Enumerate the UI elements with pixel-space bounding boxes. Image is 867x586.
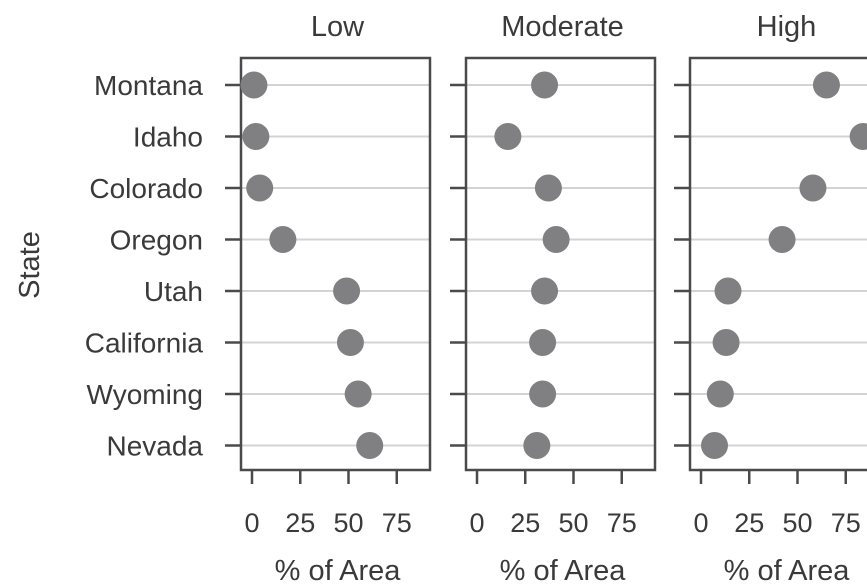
x-tick-label: 75 (607, 508, 637, 538)
state-label-wyoming: Wyoming (87, 379, 203, 410)
panel-moderate: Moderate 0 25 50 75 % of Area (450, 11, 657, 586)
x-tick-label: 25 (510, 508, 540, 538)
y-axis-title: State (14, 231, 46, 299)
state-label-montana: Montana (94, 70, 203, 101)
data-point-colorado (534, 174, 562, 202)
data-point-wyoming (529, 380, 557, 408)
data-point-colorado (799, 174, 827, 202)
state-label-colorado: Colorado (89, 173, 203, 204)
panel-frame (239, 56, 432, 472)
x-tick-label: 25 (734, 508, 764, 538)
state-label-idaho: Idaho (133, 122, 203, 153)
data-point-idaho (849, 123, 867, 150)
panel-frame (688, 56, 867, 472)
panel-title-high: High (757, 11, 817, 43)
data-point-oregon (269, 226, 297, 253)
x-tick-label: 50 (558, 508, 588, 538)
x-axis-title: % of Area (724, 555, 851, 586)
data-point-montana (240, 71, 268, 99)
panel-low: Low 0 25 50 75 % of Area (225, 11, 432, 586)
data-point-nevada (356, 432, 384, 459)
state-axis-labels: State Montana Idaho Colorado Oregon Utah Cali… (14, 70, 203, 462)
data-point-nevada (523, 432, 551, 459)
x-tick-label: 0 (469, 508, 484, 538)
data-point-oregon (768, 226, 796, 253)
x-axis-title: % of Area (275, 555, 402, 586)
panel-high: High 0 25 50 75 % of Area (674, 11, 867, 586)
x-axis-title: % of Area (500, 555, 627, 586)
x-tick-label: 50 (782, 508, 812, 538)
x-tick-label: 50 (333, 508, 363, 538)
state-label-utah: Utah (144, 276, 203, 307)
data-point-california (529, 329, 557, 356)
panel-title-low: Low (311, 11, 365, 43)
data-point-idaho (242, 123, 270, 150)
state-label-california: California (85, 328, 204, 359)
panel-frame (464, 56, 657, 472)
x-tick-label: 25 (285, 508, 315, 538)
data-point-wyoming (344, 380, 372, 408)
data-point-colorado (246, 174, 274, 202)
state-label-nevada: Nevada (106, 431, 203, 462)
data-point-utah (333, 277, 361, 305)
x-tick-label: 0 (244, 508, 259, 538)
data-point-wyoming (706, 380, 734, 408)
data-point-oregon (542, 226, 570, 253)
x-tick-label: 75 (382, 508, 412, 538)
x-tick-label: 75 (831, 508, 861, 538)
state-label-oregon: Oregon (110, 225, 203, 256)
data-point-nevada (701, 432, 729, 459)
panel-title-moderate: Moderate (501, 11, 624, 43)
data-point-montana (812, 71, 840, 99)
data-point-utah (531, 277, 559, 305)
data-point-california (336, 329, 364, 356)
data-point-utah (714, 277, 742, 305)
data-point-montana (531, 71, 559, 99)
data-point-idaho (494, 123, 522, 150)
data-point-california (712, 329, 740, 356)
x-tick-label: 0 (693, 508, 708, 538)
facet-panels: Low 0 25 50 75 % of Area Moderate 0 25 50 75 % of A… (225, 11, 867, 586)
